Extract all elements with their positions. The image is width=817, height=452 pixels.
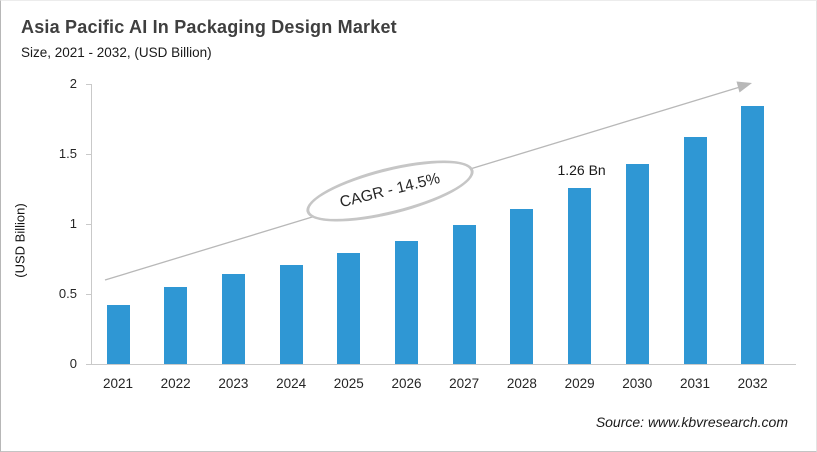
x-tick-label-2024: 2024 — [276, 376, 307, 391]
y-tick-label: 1.5 — [58, 146, 77, 161]
y-tick-mark — [86, 364, 91, 365]
x-tick-label-2021: 2021 — [102, 376, 134, 391]
y-tick-mark — [86, 154, 91, 155]
x-axis — [91, 364, 796, 365]
y-axis-label: (USD Billion) — [12, 203, 28, 278]
y-tick-mark — [86, 224, 91, 225]
bar-2026 — [395, 240, 418, 364]
x-tick-label-2029: 2029 — [564, 376, 595, 391]
x-tick-label-2026: 2026 — [391, 376, 422, 391]
y-tick-label: 2 — [69, 76, 77, 91]
y-tick-mark — [86, 84, 91, 85]
x-tick-label-2025: 2025 — [333, 376, 364, 391]
x-tick-label-2028: 2028 — [506, 376, 537, 391]
bar-2021 — [106, 305, 130, 364]
bar-2022 — [164, 287, 188, 364]
cagr-annotation-text: CAGR - 14.5% — [338, 169, 442, 212]
bar-2029 — [568, 187, 592, 364]
bar-2025 — [337, 253, 361, 364]
bar-2031 — [683, 137, 707, 364]
x-tick-label-2031: 2031 — [679, 376, 711, 391]
bar-2032 — [741, 106, 765, 364]
chart-subtitle: Size, 2021 - 2032, (USD Billion) — [21, 45, 212, 60]
bar-2027 — [452, 225, 476, 364]
y-axis — [91, 84, 92, 365]
x-tick-label-2022: 2022 — [160, 376, 191, 391]
y-tick-label: 0.5 — [58, 286, 77, 301]
y-tick-label: 0 — [69, 356, 77, 371]
y-tick-label: 1 — [69, 216, 77, 231]
x-tick-label-2032: 2032 — [737, 376, 768, 391]
chart-title: Asia Pacific AI In Packaging Design Mark… — [21, 17, 397, 37]
cagr-annotation-ellipse: CAGR - 14.5% — [300, 147, 480, 235]
source-credit: Source: www.kbvresearch.com — [595, 414, 788, 430]
bar-2028 — [510, 208, 534, 364]
bar-2024 — [279, 264, 303, 364]
x-tick-label-2023: 2023 — [218, 376, 249, 391]
bar-2023 — [221, 274, 245, 364]
y-tick-mark — [86, 294, 91, 295]
x-tick-label-2027: 2027 — [449, 376, 480, 391]
bar-2030 — [625, 163, 649, 364]
data-label-2029: 1.26 Bn — [557, 161, 606, 178]
x-tick-label-2030: 2030 — [622, 376, 653, 391]
